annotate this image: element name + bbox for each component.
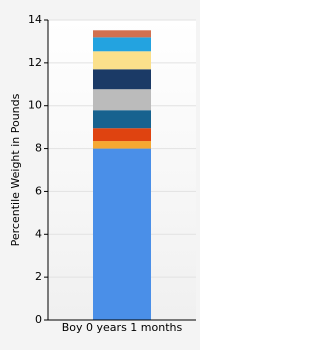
bar-segment bbox=[93, 110, 151, 129]
x-tick-label: Boy 0 years 1 months bbox=[62, 321, 183, 334]
y-tick-label: 10 bbox=[28, 99, 42, 112]
y-tick-label: 6 bbox=[35, 184, 42, 197]
y-tick-label: 14 bbox=[28, 13, 42, 26]
y-axis-label: Percentile Weight in Pounds bbox=[9, 93, 22, 246]
y-tick-label: 12 bbox=[28, 56, 42, 69]
bar-segment bbox=[93, 141, 151, 149]
bar-segment bbox=[93, 89, 151, 111]
bar-segment bbox=[93, 37, 151, 52]
bar-segment bbox=[93, 51, 151, 70]
y-tick-label: 8 bbox=[35, 142, 42, 155]
chart: Percentile Weight in Pounds 0 2 4 6 8 10 12 14 B… bbox=[0, 0, 200, 350]
bar-segment bbox=[93, 30, 151, 38]
y-tick-label: 4 bbox=[35, 227, 42, 240]
bar-segment bbox=[93, 148, 151, 320]
y-tick-label: 2 bbox=[35, 270, 42, 283]
bar-segment bbox=[93, 128, 151, 142]
bar-segment bbox=[93, 69, 151, 90]
y-tick-label: 0 bbox=[35, 313, 42, 326]
